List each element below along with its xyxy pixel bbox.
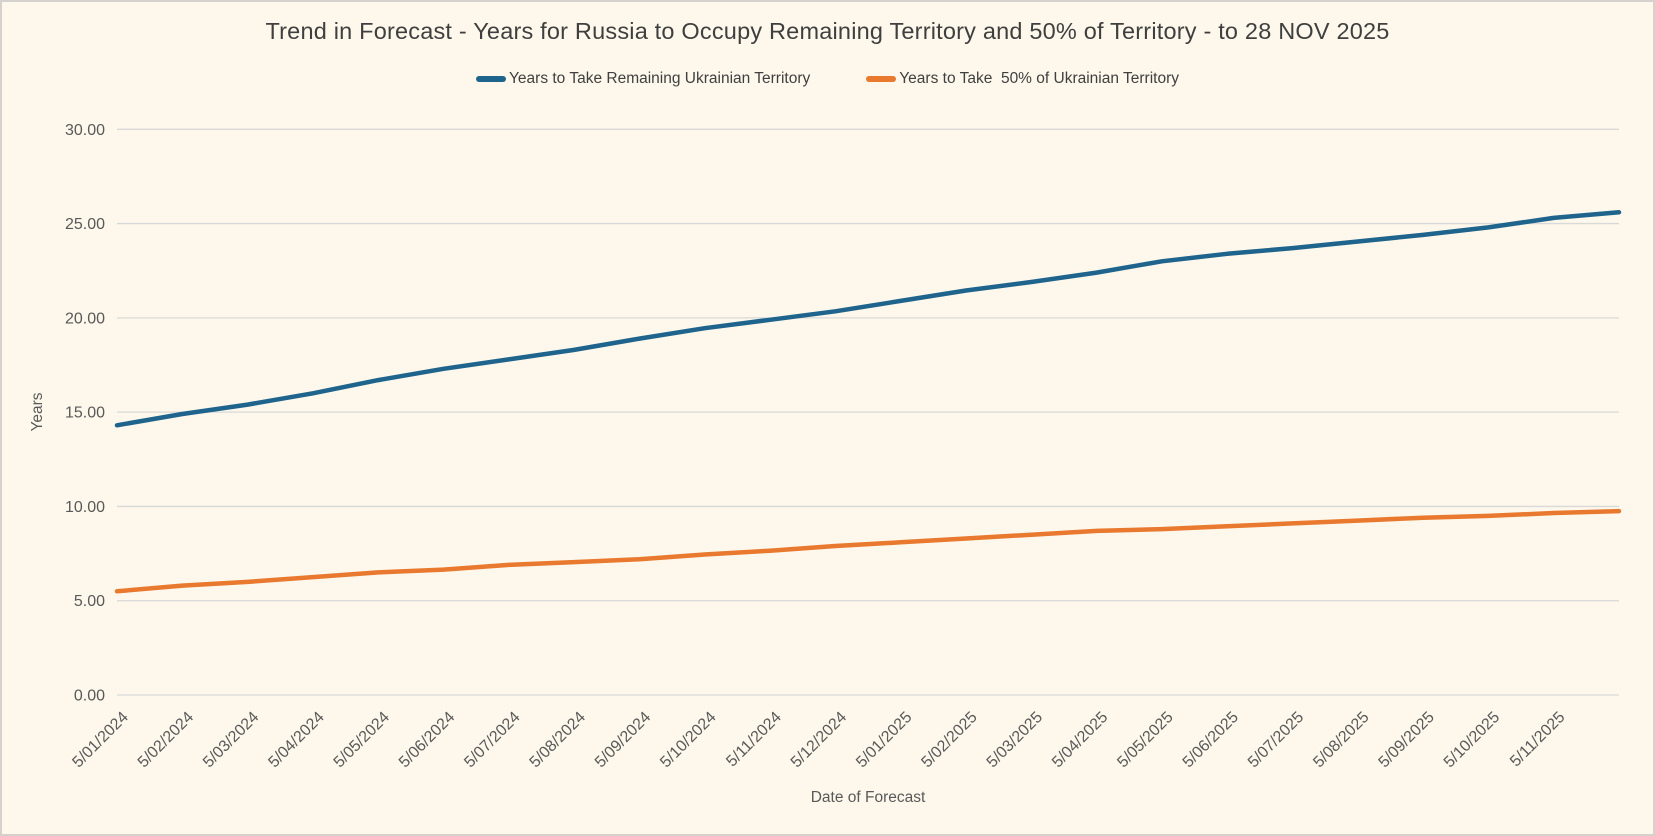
- line-50pct-territory: [114, 508, 1622, 594]
- y-tick-label: 25.00: [65, 216, 105, 233]
- x-tick-label: 5/01/2025: [853, 709, 915, 771]
- y-axis-title: Years: [29, 392, 46, 431]
- x-tick-label: 5/08/2025: [1310, 709, 1372, 771]
- gridlines: [117, 128, 1619, 696]
- x-tick-label: 5/09/2025: [1376, 709, 1438, 771]
- y-tick-label: 5.00: [74, 593, 105, 610]
- x-tick-label: 5/07/2025: [1245, 709, 1307, 771]
- y-tick-label: 30.00: [65, 122, 105, 139]
- x-tick-label: 5/09/2024: [592, 709, 654, 771]
- y-tick-label: 0.00: [74, 688, 105, 705]
- x-tick-label: 5/07/2024: [461, 709, 523, 771]
- x-tick-label: 5/08/2024: [527, 709, 589, 771]
- y-tick-label: 10.00: [65, 499, 105, 516]
- x-tick-label: 5/02/2024: [135, 709, 197, 771]
- x-axis-title: Date of Forecast: [811, 789, 926, 806]
- x-tick-label: 5/10/2025: [1441, 709, 1503, 771]
- x-tick-label: 5/01/2024: [69, 709, 131, 771]
- legend-swatch-50pct-territory: [866, 76, 897, 82]
- x-tick-label: 5/06/2024: [396, 709, 458, 771]
- legend: Years to Take Remaining Ukrainian Territ…: [2, 70, 1653, 88]
- x-axis-tick-labels: 5/01/2024 5/02/2024 5/03/2024 5/04/2024 5/05…: [69, 709, 1568, 771]
- x-tick-label: 5/06/2025: [1180, 709, 1242, 771]
- x-tick-label: 5/10/2024: [657, 709, 719, 771]
- x-tick-label: 5/12/2024: [788, 709, 850, 771]
- chart-title: Trend in Forecast - Years for Russia to …: [265, 18, 1390, 44]
- legend-swatch-remaining-territory: [476, 76, 506, 82]
- y-tick-label: 20.00: [65, 310, 105, 327]
- y-tick-label: 15.00: [65, 405, 105, 422]
- legend-item-remaining-territory: Years to Take Remaining Ukrainian Territ…: [476, 70, 810, 88]
- line-remaining-territory: [114, 210, 1622, 428]
- legend-item-50pct-territory: Years to Take 50% of Ukrainian Territory: [866, 70, 1179, 88]
- series-lines: [114, 210, 1622, 594]
- x-tick-label: 5/04/2024: [265, 709, 327, 771]
- x-tick-label: 5/03/2025: [984, 709, 1046, 771]
- x-tick-label: 5/11/2025: [1507, 709, 1569, 771]
- legend-label-50pct-territory: Years to Take 50% of Ukrainian Territory: [899, 70, 1179, 87]
- x-tick-label: 5/05/2024: [331, 709, 393, 771]
- x-tick-label: 5/03/2024: [200, 709, 262, 771]
- x-tick-label: 5/11/2024: [723, 709, 785, 771]
- y-axis-tick-labels: 0.00 5.00 10.00 15.00 20.00 25.00 30.00: [65, 122, 105, 705]
- legend-label-remaining-territory: Years to Take Remaining Ukrainian Territ…: [509, 70, 811, 87]
- x-tick-label: 5/02/2025: [918, 709, 980, 771]
- x-tick-label: 5/05/2025: [1114, 709, 1176, 771]
- x-tick-label: 5/04/2025: [1049, 709, 1111, 771]
